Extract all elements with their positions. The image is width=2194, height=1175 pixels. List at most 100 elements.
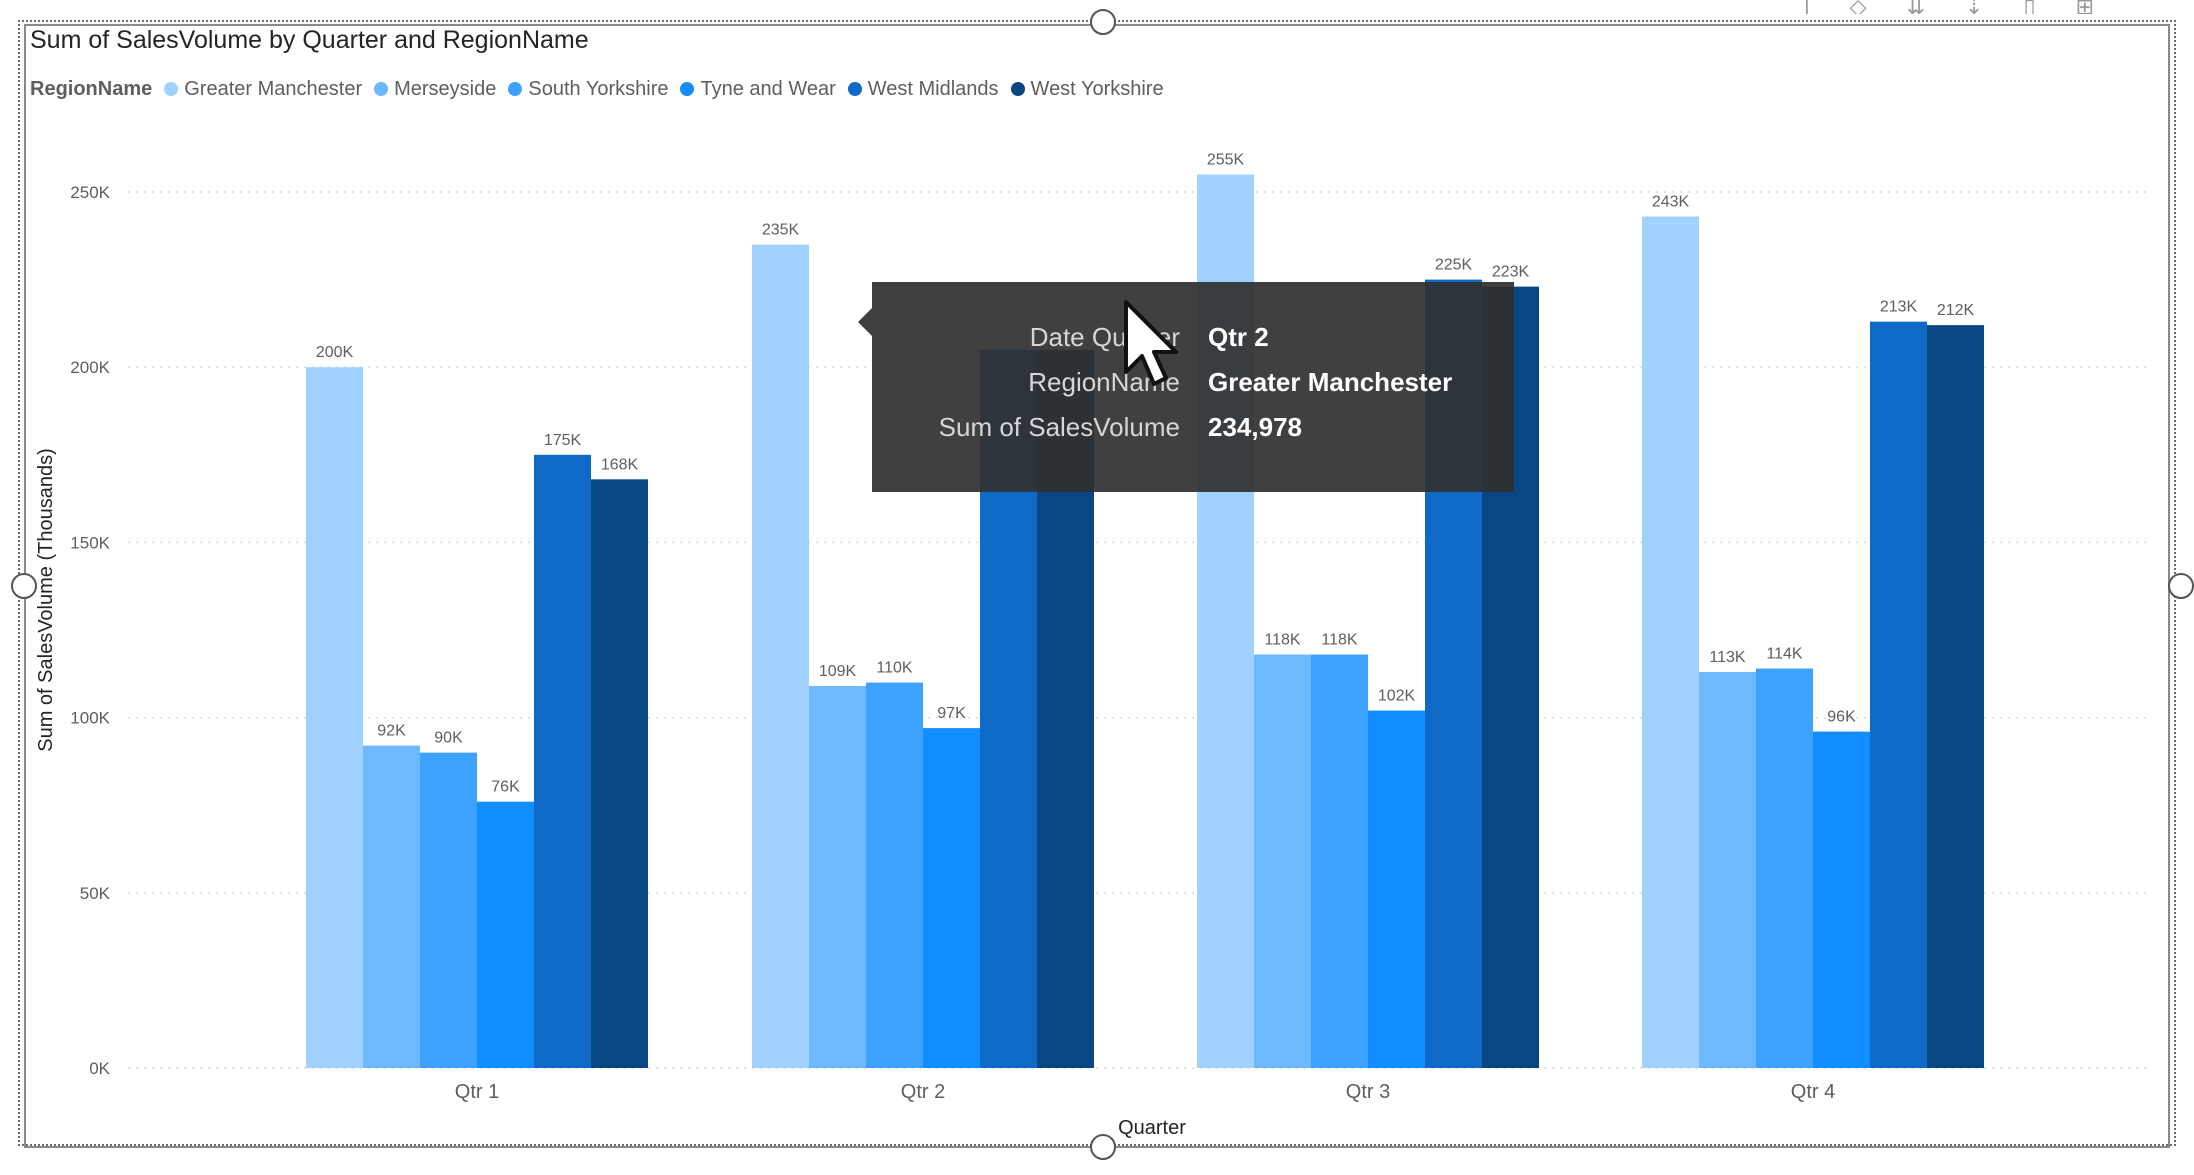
bar[interactable] [363,745,420,1068]
data-label: 243K [1652,194,1690,211]
bar[interactable] [1642,216,1699,1068]
x-axis-title: Quarter [1118,1117,1186,1139]
bar[interactable] [534,454,591,1068]
data-label: 110K [876,660,913,677]
legend-title: RegionName [30,77,153,100]
resize-handle-left[interactable] [11,573,37,599]
data-label: 118K [1321,632,1358,649]
tooltip-value: Greater Manchester [1208,367,1453,397]
legend-item[interactable]: Greater Manchester [164,78,362,101]
focus-mode-icon[interactable]: ▯ [2023,0,2036,14]
bar[interactable] [306,367,363,1068]
data-label: 102K [1378,688,1416,705]
data-label: 223K [1492,264,1530,281]
legend-item[interactable]: West Yorkshire [1010,77,1164,101]
bar[interactable] [1311,654,1368,1068]
mouse-cursor-icon [1124,300,1178,386]
data-label: 255K [1207,151,1245,168]
data-label: 97K [937,705,966,722]
resize-handle-top[interactable] [1090,9,1116,35]
data-label: 90K [434,730,463,747]
filter-icon[interactable]: ◇ [1849,0,1867,14]
drill-down-icon[interactable]: ⇊ [1906,0,1926,14]
visual-header-toolbar: | ◇ ⇊ ⇣ ▯ ⊞ [1804,0,2094,14]
data-label: 212K [1937,302,1975,319]
legend-item[interactable]: Tyne and Wear [680,77,836,101]
tooltip-row-quarter: Date Quarter Qtr 2 [872,322,1514,362]
bar[interactable] [1813,731,1870,1068]
legend: RegionName Greater Manchester Merseyside S… [30,75,1176,103]
x-axis-categories: Qtr 1 Qtr 2 Qtr 3 Qtr 4 [455,1081,1835,1103]
tooltip-row-region: RegionName Greater Manchester [872,367,1514,407]
data-label: 168K [601,456,639,473]
tooltip: Date Quarter Qtr 2 RegionName Greater Ma… [858,282,1514,492]
data-label: 76K [491,779,520,796]
bar[interactable] [1368,710,1425,1068]
legend-marker [847,82,862,96]
data-label: 92K [377,723,406,740]
data-label: 118K [1264,632,1301,649]
data-label: 213K [1880,299,1918,316]
legend-marker [680,82,695,96]
legend-item[interactable]: West Midlands [847,77,999,101]
data-label: 175K [544,432,582,449]
tooltip-key: Sum of SalesVolume [938,412,1180,442]
resize-handle-bottom[interactable] [1090,1134,1116,1160]
y-tick-label: 50K [80,884,111,903]
y-tick-label: 250K [70,183,110,202]
chart-title: Sum of SalesVolume by Quarter and Region… [30,26,589,54]
bar[interactable] [752,244,809,1068]
legend-item[interactable]: South Yorkshire [508,78,668,101]
y-axis-ticks: 0K 50K 100K 150K 200K 250K [70,183,110,1078]
bar[interactable] [1927,325,1984,1069]
legend-label: Tyne and Wear [700,77,836,100]
bar[interactable] [1870,321,1927,1068]
x-tick-label: Qtr 3 [1346,1081,1390,1103]
legend-label: South Yorkshire [528,77,669,100]
tooltip-row-sales: Sum of SalesVolume 234,978 [872,412,1514,452]
y-tick-label: 150K [70,533,110,552]
bar[interactable] [866,682,923,1068]
bar[interactable] [923,728,980,1068]
x-tick-label: Qtr 1 [455,1081,499,1103]
bar[interactable] [1699,672,1756,1068]
bar[interactable] [1756,668,1813,1068]
data-label: 235K [762,222,800,239]
bar[interactable] [420,752,477,1068]
data-label: 109K [819,663,857,680]
tooltip-value: Qtr 2 [1208,322,1269,352]
y-tick-label: 100K [70,709,110,728]
legend-marker [508,82,523,96]
data-label: 96K [1827,709,1856,726]
bar[interactable] [477,801,534,1068]
y-tick-label: 200K [70,358,110,377]
data-label: 200K [316,344,354,361]
legend-marker [374,82,389,96]
resize-handle-right[interactable] [2168,573,2194,599]
data-label: 113K [1709,649,1746,666]
x-tick-label: Qtr 4 [1791,1081,1835,1103]
y-axis-title: Sum of SalesVolume (Thousands) [35,448,57,752]
data-label: 225K [1435,257,1473,274]
expand-all-icon[interactable]: ⇣ [1965,0,1984,14]
legend-marker [164,82,179,96]
legend-label: Greater Manchester [184,77,363,100]
legend-marker [1010,82,1025,96]
legend-item[interactable]: Merseyside [374,78,496,101]
data-labels: 200K 92K 90K 76K 175K 168K 235K 109K 110K 97K 255K… [316,151,1975,795]
legend-label: Merseyside [394,77,497,100]
tooltip-value: 234,978 [1208,412,1302,442]
y-tick-label: 0K [89,1059,110,1078]
legend-label: West Yorkshire [1030,77,1164,100]
data-label: 114K [1766,646,1803,663]
bar[interactable] [1254,654,1311,1068]
bar[interactable] [809,686,866,1068]
bar[interactable] [591,479,648,1068]
legend-label: West Midlands [867,77,999,100]
pin-icon[interactable]: | [1803,0,1810,14]
more-options-icon[interactable]: ⊞ [2075,0,2094,14]
tooltip-pointer [858,308,872,336]
bars [306,174,1984,1069]
x-tick-label: Qtr 2 [901,1081,945,1103]
